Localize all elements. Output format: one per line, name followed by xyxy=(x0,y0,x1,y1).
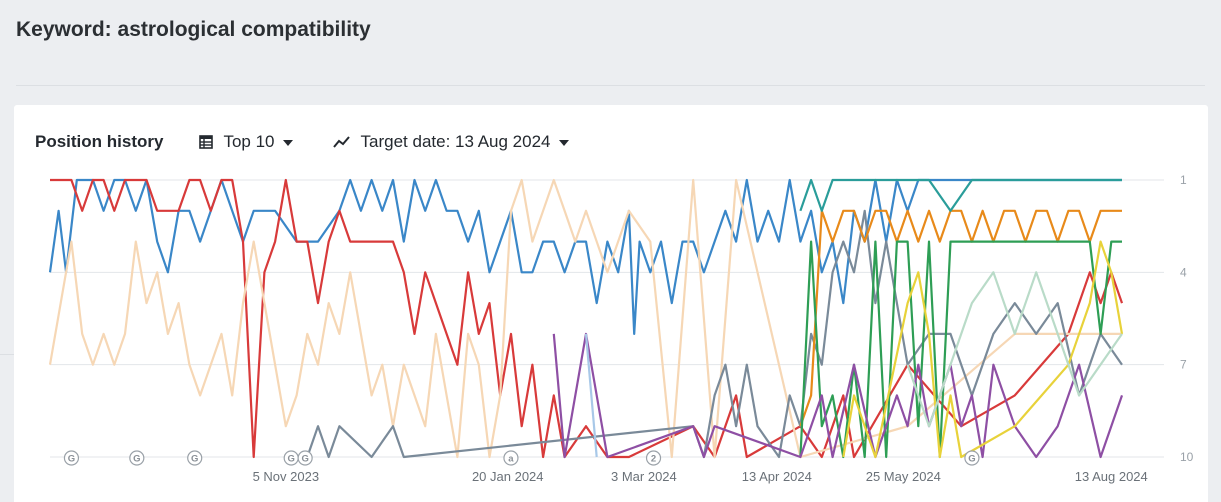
google-update-marker[interactable]: G xyxy=(129,450,145,466)
position-history-card: Position history Top 10 Target date: 13 … xyxy=(14,105,1208,502)
table-icon xyxy=(199,135,214,149)
annotation-marker[interactable]: a xyxy=(503,450,519,466)
google-update-marker[interactable]: G xyxy=(187,450,203,466)
event-marker-label: G xyxy=(968,454,975,465)
target-date-dropdown[interactable]: Target date: 13 Aug 2024 xyxy=(332,132,569,152)
y-tick-label-1: 1 xyxy=(1180,173,1187,187)
x-tick-label-5: 13 Aug 2024 xyxy=(1075,469,1148,484)
chart-series xyxy=(48,178,1124,459)
series-line-4-0 xyxy=(799,209,1122,427)
page-title: Keyword: astrological compatibility xyxy=(16,18,371,41)
series-line-8-0 xyxy=(842,240,1124,459)
x-tick-label-1: 20 Jan 2024 xyxy=(472,469,544,484)
series-line-0-0 xyxy=(48,178,1122,335)
event-marker-label: 2 xyxy=(651,454,656,465)
chart-y-axis: 1 4 7 10 xyxy=(1180,173,1194,464)
chart-toolbar: Position history Top 10 Target date: 13 … xyxy=(35,131,609,153)
chart-heading: Position history xyxy=(35,132,164,151)
x-tick-label-4: 25 May 2024 xyxy=(866,469,941,484)
google-update-marker[interactable]: G xyxy=(63,450,80,466)
x-tick-label-2: 3 Mar 2024 xyxy=(611,469,677,484)
chevron-down-icon xyxy=(282,140,293,146)
top-filter-label: Top 10 xyxy=(223,132,275,151)
target-date-label: Target date: 13 Aug 2024 xyxy=(360,132,551,151)
event-marker-label: G xyxy=(68,454,75,465)
google-update-marker[interactable]: G xyxy=(297,450,313,466)
series-line-7-0 xyxy=(552,332,1124,459)
left-divider-stub xyxy=(0,354,14,355)
y-tick-label-4: 4 xyxy=(1180,265,1187,279)
series-line-10-0 xyxy=(584,333,598,458)
series-line-1-0 xyxy=(50,178,1124,459)
chart-grid xyxy=(50,179,1164,458)
top-filter-dropdown[interactable]: Top 10 xyxy=(199,132,293,152)
event-marker-label: a xyxy=(508,454,514,465)
chart-x-axis: 5 Nov 2023 20 Jan 2024 3 Mar 2024 13 Apr 20… xyxy=(253,469,1148,484)
event-marker-label: G xyxy=(133,454,140,465)
google-update-marker[interactable]: G xyxy=(283,450,299,466)
event-marker-label: G xyxy=(191,454,198,465)
series-line-6-0 xyxy=(799,178,1122,212)
series-line-2-0 xyxy=(48,178,1122,459)
title-divider xyxy=(16,85,1205,86)
event-marker-label: G xyxy=(288,454,295,465)
series-line-3-0 xyxy=(306,209,1123,459)
chevron-down-icon xyxy=(558,140,569,146)
x-tick-label-3: 13 Apr 2024 xyxy=(742,469,812,484)
event-marker-label: G xyxy=(301,454,308,465)
x-tick-label-0: 5 Nov 2023 xyxy=(253,469,320,484)
y-tick-label-10: 10 xyxy=(1180,450,1194,464)
trend-line-icon xyxy=(332,136,350,148)
google-update-marker[interactable]: G xyxy=(964,450,980,466)
series-line-9-0 xyxy=(906,271,1123,428)
annotation-marker[interactable]: 2 xyxy=(645,450,662,466)
y-tick-label-7: 7 xyxy=(1180,358,1187,372)
